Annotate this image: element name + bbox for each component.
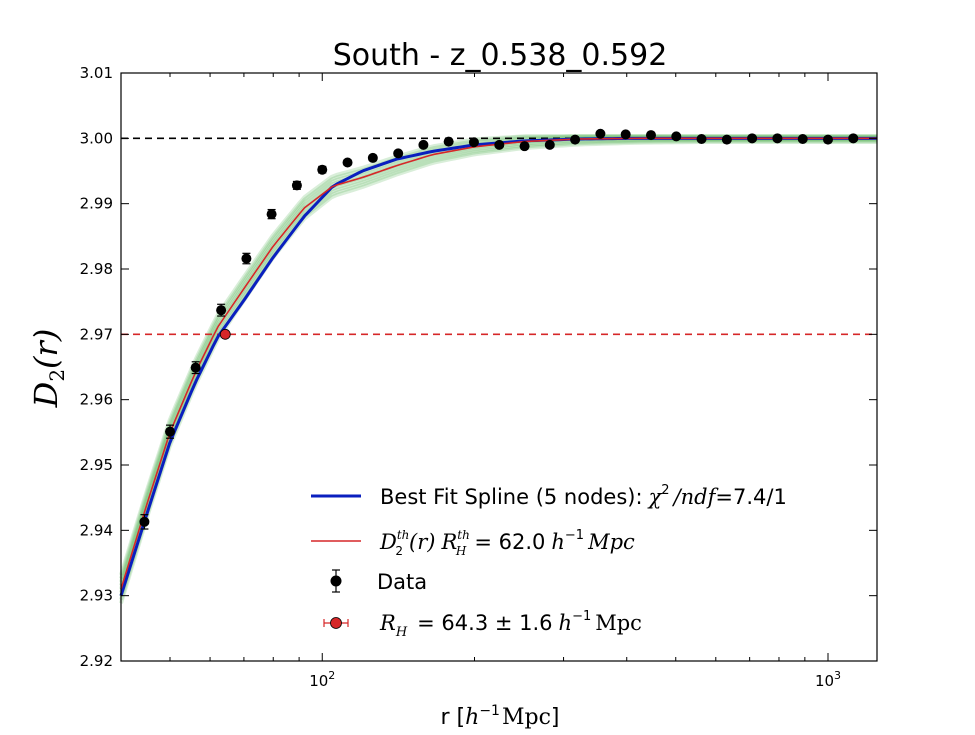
data-point xyxy=(519,141,530,152)
x-tick-label: 103 xyxy=(815,669,841,690)
y-tick-label: 3.01 xyxy=(80,64,113,82)
legend-theory-value: = 62.0 xyxy=(474,530,545,554)
data-point xyxy=(671,131,682,142)
x-axis-label-prefix: r [ xyxy=(441,705,466,730)
posterior-curve xyxy=(119,137,877,594)
data-point xyxy=(443,136,454,147)
x-axis-label: r [h−1Mpc] xyxy=(441,703,560,730)
legend-theory-D: D xyxy=(379,530,397,554)
legend-spline-ndf: /ndf xyxy=(672,485,719,509)
y-axis-label-args: (r) xyxy=(27,329,65,369)
legend-spline-chi: χ xyxy=(647,485,663,509)
data-point xyxy=(393,148,404,159)
legend-rh-marker xyxy=(323,617,349,629)
plot-frame xyxy=(120,72,878,662)
y-tick-label: 2.92 xyxy=(80,652,113,670)
legend-theory-h: h xyxy=(551,530,565,554)
x-tick-label: 102 xyxy=(309,669,335,690)
x-axis-label-h: h xyxy=(465,705,479,730)
legend-theory-D-sup: th xyxy=(397,528,410,542)
y-tick-label: 2.95 xyxy=(80,456,113,474)
legend-rh-unit: Mpc xyxy=(595,611,642,635)
data-point xyxy=(139,516,150,527)
y-axis-label-sub: 2 xyxy=(45,369,69,382)
posterior-curve xyxy=(119,134,877,576)
x-axis-label-suffix: ] xyxy=(551,705,560,730)
data-point xyxy=(696,133,707,144)
rh-point xyxy=(219,328,231,340)
data-points xyxy=(139,128,859,530)
x-axis-label-h-exp: −1 xyxy=(479,703,500,719)
y-axis-ticks: 2.92 2.93 2.94 2.95 2.96 2.97 2.98 2.99 3.00 3.01 xyxy=(80,64,877,670)
posterior-curve xyxy=(119,134,877,583)
y-tick-label: 2.97 xyxy=(80,325,113,343)
y-tick-label: 2.96 xyxy=(80,391,113,409)
data-point xyxy=(822,134,833,145)
legend-theory-R-sub: H xyxy=(455,544,467,558)
data-point xyxy=(848,133,859,144)
legend-theory-R: R xyxy=(440,530,457,554)
data-point xyxy=(266,209,277,220)
data-point xyxy=(291,180,302,191)
data-point xyxy=(595,128,606,139)
x-axis-ticks: 102 103 xyxy=(120,73,841,690)
y-tick-label: 2.98 xyxy=(80,260,113,278)
y-axis-label: D2(r) xyxy=(27,329,69,409)
data-point xyxy=(342,157,353,168)
data-point xyxy=(721,134,732,145)
data-point xyxy=(216,305,227,316)
legend-rh-value: = 64.3 ± 1.6 xyxy=(417,611,552,635)
x-axis-label-unit: Mpc xyxy=(502,705,551,730)
legend-rh-label: RH = 64.3 ± 1.6 h−1 Mpc xyxy=(379,609,642,640)
posterior-curve xyxy=(119,134,877,580)
y-tick-label: 2.94 xyxy=(80,521,113,539)
data-point xyxy=(165,426,176,437)
legend: Best Fit Spline (5 nodes): χ2/ndf=7.4/1 D… xyxy=(311,483,787,640)
legend-data-label: Data xyxy=(377,570,427,594)
legend-theory-h-exp: −1 xyxy=(565,528,584,543)
posterior-curve xyxy=(119,135,877,587)
legend-theory-unit: Mpc xyxy=(587,530,635,554)
data-point xyxy=(645,130,656,141)
data-point xyxy=(494,139,505,150)
legend-rh-R-sub: H xyxy=(395,625,408,640)
data-point xyxy=(544,139,555,150)
legend-spline-chi-exp: 2 xyxy=(661,483,669,498)
legend-spline-value: =7.4/1 xyxy=(715,485,786,509)
y-tick-label: 2.99 xyxy=(80,195,113,213)
data-point xyxy=(367,152,378,163)
data-point xyxy=(570,134,581,145)
posterior-curve xyxy=(119,136,877,590)
data-point xyxy=(241,253,252,264)
data-point xyxy=(190,362,201,373)
y-tick-label: 2.93 xyxy=(80,587,113,605)
fit-curves xyxy=(119,136,877,597)
y-axis-label-main: D xyxy=(27,382,65,409)
data-point xyxy=(418,139,429,150)
legend-theory-args: (r) xyxy=(409,530,435,554)
legend-theory-R-sup: th xyxy=(457,528,470,542)
data-point xyxy=(468,137,479,148)
legend-spline-label: Best Fit Spline (5 nodes): χ2/ndf=7.4/1 xyxy=(380,483,787,509)
legend-data-marker xyxy=(330,569,342,593)
data-point xyxy=(772,133,783,144)
legend-rh-R: R xyxy=(379,611,396,635)
best-fit-spline-line xyxy=(119,136,877,597)
legend-spline-text: Best Fit Spline (5 nodes): xyxy=(380,485,643,509)
legend-rh-h: h xyxy=(559,611,573,635)
chart-title: South - z_0.538_0.592 xyxy=(333,38,668,73)
data-point xyxy=(620,129,631,140)
theory-curve-line xyxy=(120,137,877,590)
legend-rh-h-exp: −1 xyxy=(572,609,591,624)
y-tick-label: 3.00 xyxy=(80,129,113,147)
posterior-curve xyxy=(119,138,877,597)
data-point xyxy=(317,164,328,175)
legend-theory-D-sub: 2 xyxy=(395,544,403,558)
data-point xyxy=(747,133,758,144)
data-point xyxy=(797,133,808,144)
legend-theory-label: Dth 2 (r) Rth H = 62.0 h−1 Mpc xyxy=(379,528,635,558)
